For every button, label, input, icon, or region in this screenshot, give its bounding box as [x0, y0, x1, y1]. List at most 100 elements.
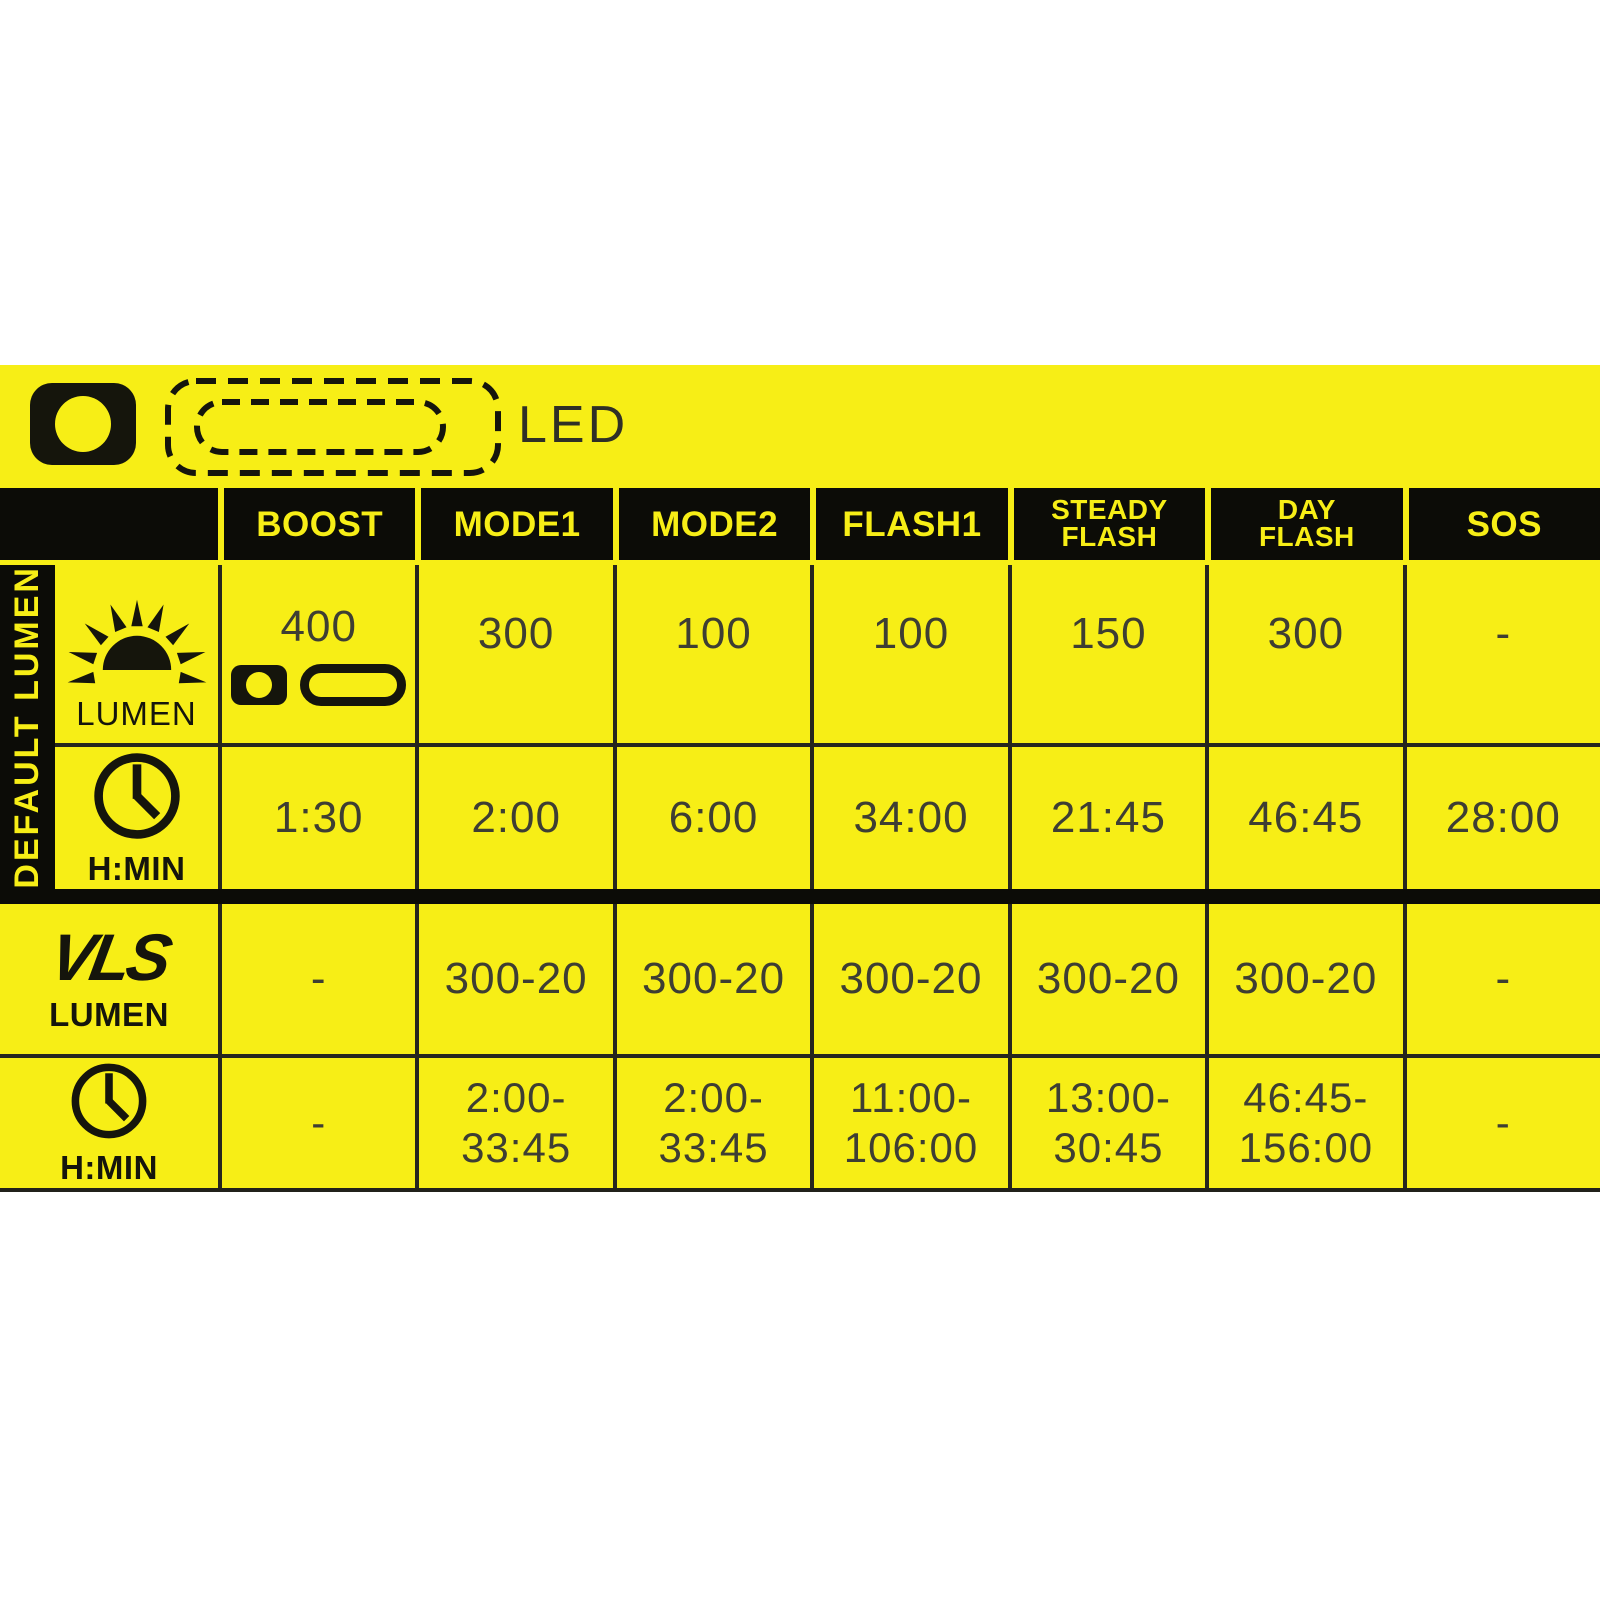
cell-value: 34:00	[853, 793, 969, 842]
table-cell: 300-20	[1007, 904, 1205, 1054]
cell-value: 400	[280, 602, 357, 651]
table-cell: 2:00- 33:45	[415, 1054, 613, 1188]
table-cell: 100	[810, 565, 1007, 743]
table-cell: 13:00- 30:45	[1007, 1054, 1206, 1188]
cell-value: 100	[872, 609, 950, 658]
header-line: FLASH	[1061, 521, 1158, 552]
sun-icon	[67, 599, 206, 684]
table-header-row: BOOST MODE1 MODE2 FLASH1 STEADY FLASH DAY…	[0, 488, 1600, 560]
table-cell: 100	[612, 565, 810, 743]
top-bar: LED	[0, 365, 1600, 488]
header-line: BOOST	[256, 504, 384, 544]
cell-value: 1:30	[273, 793, 364, 842]
header-line: DAY	[1277, 494, 1336, 526]
header-line: FLASH1	[842, 504, 982, 544]
table-cell: -	[218, 1054, 416, 1188]
table-cell: 300-20	[612, 904, 810, 1054]
table-cell: 300-20	[810, 904, 1007, 1054]
column-header-mode2: MODE2	[612, 488, 811, 560]
row-label-vls-runtime: H:MIN	[0, 1054, 218, 1188]
table-cell: 28:00	[1402, 743, 1600, 889]
table-cell: 300	[415, 565, 612, 743]
row-label-vls-lumen: VLS LUMEN	[0, 904, 218, 1054]
table-cell: 400	[218, 565, 415, 743]
small-light-dot	[246, 672, 273, 698]
cell-value: 13:00- 30:45	[1046, 1073, 1171, 1172]
table-cell: -	[1402, 904, 1600, 1054]
column-header-blank	[0, 488, 218, 560]
cell-value: 2:00- 33:45	[659, 1073, 769, 1172]
value-line: 13:00-	[1045, 1074, 1171, 1122]
section-label-text: DEFAULT LUMEN	[8, 565, 46, 889]
header-line: MODE1	[453, 504, 581, 544]
table-cell: -	[1402, 1054, 1600, 1188]
cell-value: 2:00- 33:45	[461, 1073, 571, 1172]
cell-value: 150	[1070, 609, 1147, 658]
value-line: 30:45	[1053, 1124, 1164, 1171]
light-lens-dot	[55, 396, 111, 452]
table-cell: 300-20	[1205, 904, 1402, 1054]
clock-icon	[93, 753, 180, 839]
row-label-text: LUMEN	[49, 996, 169, 1033]
table-cell: 2:00	[415, 743, 613, 889]
row-label-text: LUMEN	[76, 695, 197, 732]
cell-value: 6:00	[668, 793, 759, 842]
cell-value: -	[311, 1098, 326, 1148]
table-cell: 300-20	[415, 904, 612, 1054]
cell-value: 300-20	[839, 954, 983, 1003]
value-line: 33:45	[461, 1124, 572, 1171]
cell-value: -	[1496, 1098, 1511, 1148]
column-header-sos: SOS	[1402, 488, 1600, 560]
value-line: 2:00-	[663, 1074, 764, 1122]
cell-value: 28:00	[1445, 793, 1561, 842]
header-line: MODE2	[651, 504, 779, 544]
column-header-steady-flash: STEADY FLASH	[1007, 488, 1206, 560]
table-cell: 34:00	[810, 743, 1008, 889]
table-cell: 1:30	[218, 743, 416, 889]
cell-value: 300	[477, 609, 555, 658]
clock-icon	[71, 1063, 147, 1139]
table-cell: -	[218, 904, 415, 1054]
column-header-flash1: FLASH1	[810, 488, 1008, 560]
cell-value: 300-20	[1234, 954, 1378, 1003]
table-cell: 2:00- 33:45	[612, 1054, 811, 1188]
table-cell: 11:00- 106:00	[810, 1054, 1008, 1188]
table-body: DEFAULT LUMEN LUMEN	[0, 565, 1600, 1192]
row-label-text: H:MIN	[87, 850, 186, 887]
strip-light-icon	[300, 664, 407, 706]
cell-value: 300-20	[1036, 954, 1180, 1003]
section-divider	[0, 889, 1600, 904]
table-cell: 150	[1007, 565, 1205, 743]
cell-value: 21:45	[1050, 793, 1166, 842]
row-label-text: H:MIN	[60, 1149, 158, 1186]
led-strip-dashed-icon	[165, 378, 501, 476]
cell-value: 2:00	[471, 793, 561, 842]
value-line: 2:00-	[465, 1074, 567, 1122]
cell-value: 300	[1267, 609, 1345, 658]
cell-value: 46:45	[1248, 793, 1364, 842]
table-cell: 6:00	[612, 743, 811, 889]
table-cell: -	[1402, 565, 1600, 743]
cell-value: -	[310, 954, 327, 1003]
cell-value: 100	[675, 609, 752, 658]
value-line: 46:45-	[1243, 1074, 1369, 1122]
table-cell: 21:45	[1007, 743, 1206, 889]
header-line: STEADY	[1051, 494, 1168, 526]
cell-value: 300-20	[444, 954, 588, 1003]
cell-value: 46:45- 156:00	[1239, 1073, 1373, 1172]
value-line: 11:00-	[849, 1074, 972, 1122]
cell-value: 300-20	[642, 954, 786, 1003]
value-line: 33:45	[658, 1124, 769, 1171]
led-label: LED	[518, 396, 629, 454]
header-line: SOS	[1466, 504, 1542, 544]
table-cell: 300	[1205, 565, 1402, 743]
spec-table-sheet: LED BOOST MODE1 MODE2 FLASH1 STEADY FLASH…	[0, 365, 1600, 1192]
small-light-icon	[231, 665, 288, 705]
vls-logo: VLS	[44, 920, 174, 994]
cell-value: -	[1495, 609, 1512, 658]
table-cell: 46:45	[1205, 743, 1403, 889]
row-label-default-runtime: H:MIN	[55, 743, 218, 889]
section-label-default-lumen: DEFAULT LUMEN	[0, 565, 55, 889]
cell-value: -	[1495, 954, 1512, 1003]
